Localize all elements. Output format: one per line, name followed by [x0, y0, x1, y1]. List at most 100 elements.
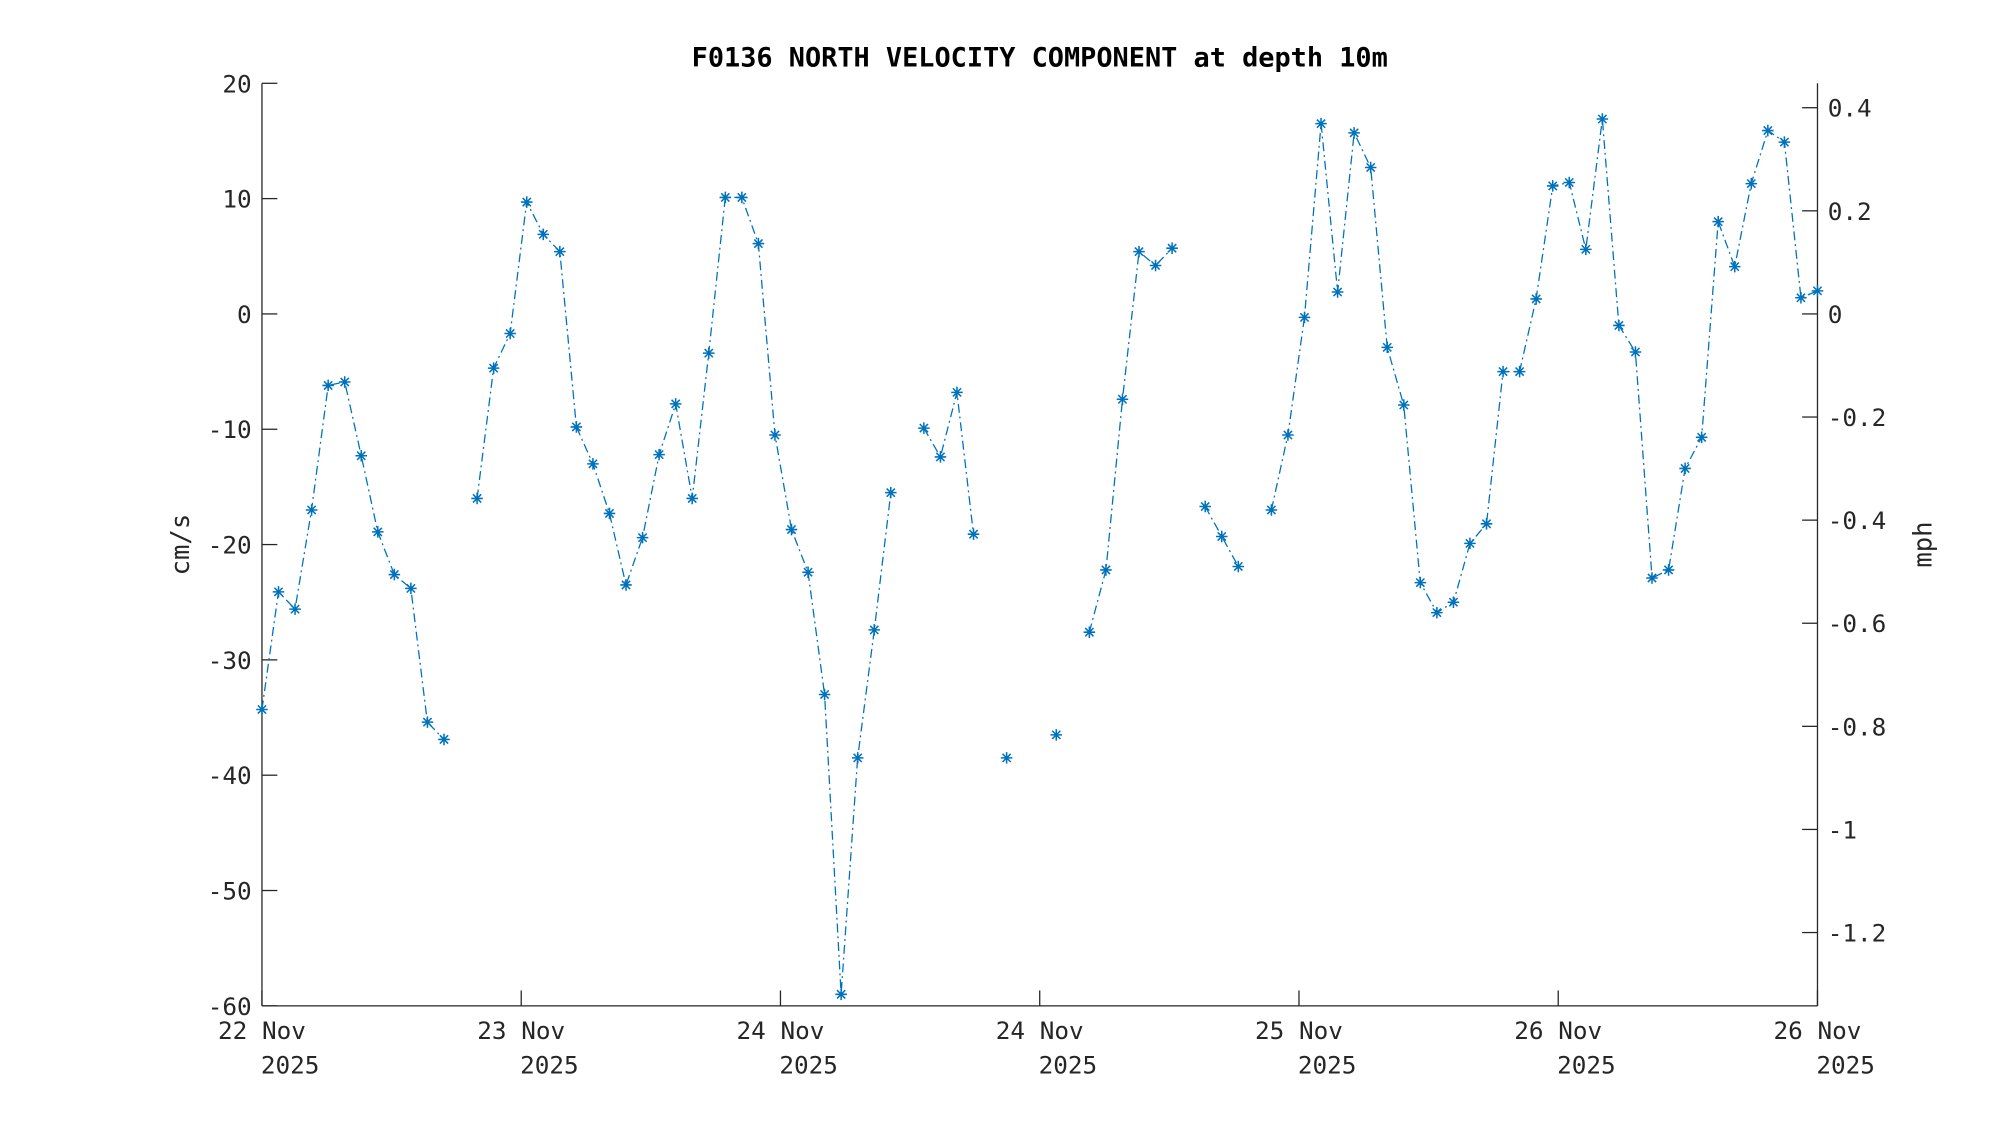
x-tick-label-year: 2025	[1557, 1051, 1616, 1080]
x-tick-label-date: 22 Nov	[218, 1016, 306, 1045]
data-point-marker	[1298, 311, 1311, 324]
data-point-marker	[1596, 113, 1609, 125]
data-point-marker	[1199, 500, 1211, 513]
chart-title: F0136 NORTH VELOCITY COMPONENT at depth …	[692, 43, 1388, 74]
data-point-marker	[719, 191, 732, 204]
data-point-marker	[537, 228, 550, 241]
data-point-marker	[1679, 462, 1691, 475]
data-point-marker	[1497, 365, 1509, 378]
data-point-marker	[338, 376, 351, 388]
data-point-marker	[1530, 293, 1542, 305]
data-point-marker	[1265, 504, 1278, 516]
data-point-marker	[1513, 365, 1526, 378]
data-point-marker	[1613, 319, 1625, 332]
data-point-marker	[1811, 285, 1824, 297]
data-point-marker	[1580, 243, 1592, 256]
data-point-marker	[603, 507, 616, 520]
data-point-marker	[1215, 530, 1228, 543]
y-tick-label: -10	[208, 415, 252, 444]
series-line-segment	[476, 196, 892, 995]
series-line-segment	[1270, 118, 1818, 614]
data-point-marker	[554, 245, 566, 258]
data-point-marker	[1745, 177, 1758, 190]
y-tick-label: 10	[222, 185, 251, 214]
data-point-marker	[620, 579, 632, 591]
x-tick-label-date: 24 Nov	[737, 1016, 825, 1045]
data-point-marker	[636, 531, 649, 544]
y2-tick-label: -1.2	[1828, 919, 1887, 948]
data-point-marker	[1133, 245, 1145, 258]
data-point-marker	[471, 492, 483, 505]
y2-tick-label: -0.8	[1828, 712, 1887, 741]
y-tick-label: -30	[208, 646, 252, 675]
data-point-marker	[1414, 576, 1427, 589]
data-point-marker	[1546, 180, 1559, 192]
series-line-segment	[1204, 506, 1239, 567]
x-tick-label-year: 2025	[1816, 1051, 1875, 1080]
data-point-marker	[1364, 161, 1377, 174]
data-point-marker	[388, 568, 401, 581]
data-point-marker	[1431, 606, 1443, 619]
data-point-marker	[868, 624, 881, 636]
y2-axis-label: mph	[1909, 521, 1939, 567]
data-point-marker	[702, 347, 715, 359]
data-point-marker	[1695, 431, 1708, 444]
x-tick-label-year: 2025	[261, 1051, 320, 1080]
data-point-marker	[1480, 518, 1493, 530]
data-point-marker	[1100, 564, 1112, 576]
y2-tick-label: -0.6	[1828, 609, 1887, 638]
data-point-marker	[1447, 596, 1460, 608]
x-tick-label-date: 24 Nov	[996, 1016, 1084, 1045]
data-point-marker	[918, 422, 930, 434]
series-line-segment	[1088, 247, 1173, 633]
data-point-marker	[669, 398, 682, 410]
data-point-marker	[438, 733, 450, 746]
data-point-marker	[1778, 136, 1791, 148]
data-point-marker	[818, 688, 831, 701]
data-point-marker	[1116, 393, 1129, 406]
x-tick-label-year: 2025	[779, 1051, 838, 1080]
data-point-marker	[289, 603, 301, 615]
data-point-marker	[885, 486, 897, 499]
y2-tick-label: -0.4	[1828, 506, 1887, 535]
x-tick-label-year: 2025	[1298, 1051, 1357, 1080]
data-point-marker	[951, 386, 963, 399]
data-point-marker	[934, 451, 947, 463]
x-tick-label-year: 2025	[520, 1051, 579, 1080]
data-point-marker	[504, 327, 516, 340]
data-point-marker	[1464, 537, 1476, 550]
data-point-marker	[653, 448, 665, 461]
y-tick-label: 0	[237, 300, 252, 329]
data-point-marker	[1629, 346, 1642, 358]
y-tick-label: -50	[208, 876, 252, 905]
data-point-marker	[1662, 564, 1675, 576]
data-point-marker	[570, 421, 583, 433]
y-axis-label: cm/s	[166, 514, 196, 576]
data-point-marker	[785, 523, 798, 536]
data-point-marker	[736, 191, 748, 204]
data-point-marker	[1646, 572, 1658, 584]
data-point-marker	[686, 492, 698, 505]
data-point-marker	[1232, 560, 1245, 573]
y2-tick-label: -1	[1828, 815, 1857, 844]
y2-tick-label: -0.2	[1828, 403, 1887, 432]
x-tick-label-date: 23 Nov	[477, 1016, 565, 1045]
data-point-marker	[1315, 117, 1327, 130]
data-point-marker	[967, 528, 980, 540]
data-point-marker	[851, 752, 864, 764]
x-tick-label-year: 2025	[1039, 1051, 1098, 1080]
data-point-marker	[1083, 626, 1096, 638]
y-tick-label: 20	[222, 69, 251, 98]
series-line-segment	[261, 381, 445, 740]
y-tick-label: -60	[208, 992, 252, 1021]
data-point-marker	[1050, 729, 1063, 741]
data-point-marker	[1166, 242, 1178, 254]
data-point-marker	[520, 196, 533, 208]
data-point-marker	[405, 582, 417, 595]
y2-tick-label: 0.4	[1828, 94, 1872, 123]
y-tick-label: -40	[208, 761, 252, 790]
series-line-segment	[923, 392, 975, 535]
data-point-marker	[256, 703, 268, 716]
x-tick-label-date: 26 Nov	[1514, 1016, 1602, 1045]
